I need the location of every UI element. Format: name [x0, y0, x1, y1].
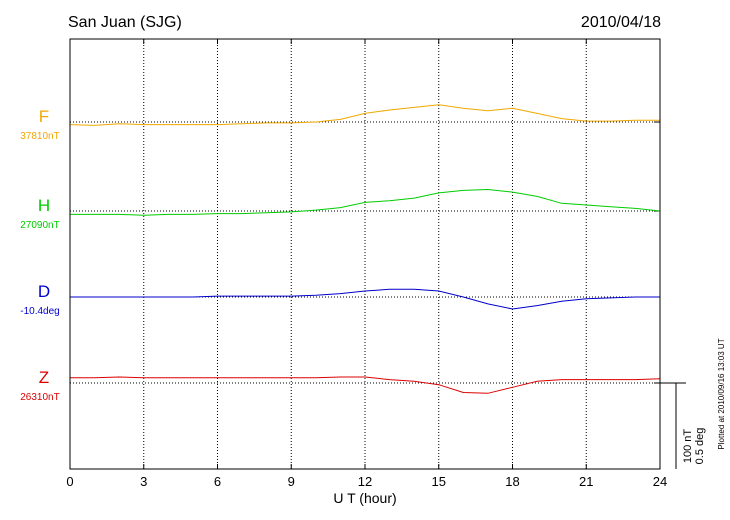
series-line-z: [70, 376, 661, 394]
grid-lines: [143, 39, 587, 469]
chart-date: 2010/04/18: [581, 14, 661, 31]
series-line-h: [70, 188, 661, 216]
chart-title: San Juan (SJG): [68, 14, 182, 31]
series-line-f: [69, 104, 660, 126]
x-tick-label: 12: [358, 474, 372, 489]
x-tick-label: 0: [66, 474, 73, 489]
x-tick-label: 6: [214, 474, 221, 489]
series-labels: F 37810nT H 27090nT D -10.4deg Z 26310nT: [20, 107, 59, 403]
x-tick-label: 9: [288, 474, 295, 489]
scale-bar: 100 nT 0.5 deg: [660, 382, 706, 469]
series-lines: [69, 104, 661, 394]
plot-frame: [69, 38, 661, 470]
series-name-d: D: [38, 282, 50, 301]
x-axis-ticks: 0 3 6 9 12 15 18 21 24: [66, 39, 667, 489]
x-tick-label: 24: [653, 474, 667, 489]
series-baseline-value-f: 37810nT: [20, 131, 59, 142]
series-baseline-value-d: -10.4deg: [20, 306, 59, 317]
series-name-z: Z: [39, 368, 49, 387]
series-name-f: F: [39, 107, 49, 126]
x-axis-label: U T (hour): [333, 490, 396, 506]
scale-label-deg: 0.5 deg: [694, 428, 706, 465]
series-line-d: [70, 288, 660, 310]
series-baseline-value-z: 26310nT: [20, 392, 59, 403]
scale-label-nt: 100 nT: [682, 429, 694, 464]
x-tick-label: 21: [579, 474, 593, 489]
series-name-h: H: [38, 196, 50, 215]
x-tick-label: 3: [140, 474, 147, 489]
plotted-note: Plotted at 2010/09/16 13:03 UT: [717, 338, 726, 449]
series-baseline-value-h: 27090nT: [20, 220, 59, 231]
x-tick-label: 18: [505, 474, 519, 489]
x-tick-label: 15: [432, 474, 446, 489]
